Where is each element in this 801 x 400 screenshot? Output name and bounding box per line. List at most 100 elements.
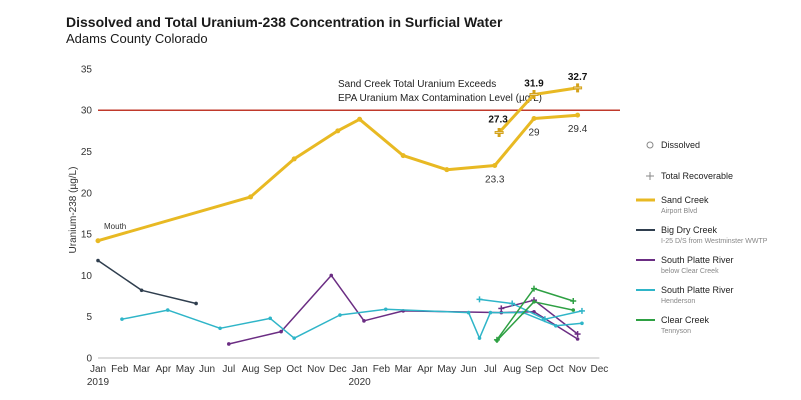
total-point xyxy=(541,316,548,323)
legend-sublabel: Tennyson xyxy=(661,328,691,335)
y-tick-label: 20 xyxy=(81,188,93,199)
annotation-line-1: Sand Creek Total Uranium Exceeds xyxy=(338,79,496,90)
dissolved-point xyxy=(248,194,254,200)
legend-label: Clear Creek xyxy=(661,315,710,325)
dissolved-point xyxy=(400,153,406,159)
dissolved-point xyxy=(571,308,576,312)
series-line xyxy=(97,259,197,305)
dissolved-point xyxy=(139,288,144,293)
x-tick-label: Mar xyxy=(395,364,413,375)
x-tick-label: Jul xyxy=(222,364,235,375)
dissolved-point xyxy=(466,310,471,315)
annotation-line-2: EPA Uranium Max Contamination Level (µg/… xyxy=(338,93,542,104)
dissolved-point xyxy=(268,316,273,321)
x-tick-label: Apr xyxy=(156,364,172,375)
x-tick-label: Mar xyxy=(133,364,151,375)
x-tick-label: Jun xyxy=(199,364,215,375)
x-tick-label: Dec xyxy=(591,364,609,375)
x-tick-label: Dec xyxy=(329,364,347,375)
legend: Dissolved Total Recoverable Sand Creek Airp… xyxy=(636,140,768,335)
dissolved-point xyxy=(292,336,297,340)
dissolved-point xyxy=(335,128,341,134)
x-tick-label: Jul xyxy=(484,364,497,375)
x-tick-label: Oct xyxy=(286,364,302,375)
x-tick-label: Oct xyxy=(548,364,564,375)
data-label: 29.4 xyxy=(568,124,588,135)
legend-item: Clear Creek Tennyson xyxy=(636,315,710,335)
y-tick-label: 15 xyxy=(81,230,93,241)
x-tick-label: Feb xyxy=(111,364,129,375)
legend-item: South Platte River below Clear Creek xyxy=(636,255,734,275)
legend-label: Big Dry Creek xyxy=(661,225,718,235)
chart-subtitle: Adams County Colorado xyxy=(66,31,208,46)
x-tick-label: Aug xyxy=(242,364,260,375)
y-tick-label: 30 xyxy=(81,106,93,117)
series-layer xyxy=(95,83,585,346)
legend-item: Sand Creek Airport Blvd xyxy=(636,195,709,215)
dissolved-point xyxy=(120,317,124,321)
x-tick-label: Apr xyxy=(417,364,433,375)
dissolved-point xyxy=(338,313,342,317)
legend-sublabel: Henderson xyxy=(661,298,695,305)
x-tick-label: Sep xyxy=(264,364,282,375)
data-label: 29 xyxy=(528,127,540,138)
legend-item: Big Dry Creek I-25 D/S from Westminster W… xyxy=(636,225,768,245)
dissolved-point xyxy=(575,337,580,341)
x-year-label: 2020 xyxy=(348,377,371,388)
dissolved-point xyxy=(357,116,363,122)
data-label: 31.9 xyxy=(524,79,544,90)
dissolved-point xyxy=(532,300,536,304)
dissolved-point xyxy=(444,167,450,173)
legend-label: Total Recoverable xyxy=(661,171,733,181)
axes: 0 5 10 15 20 25 30 35 Uranium-238 (µg/L) Jan Feb Ma… xyxy=(68,64,620,388)
total-point xyxy=(529,90,539,100)
data-labels: 23.3 29 29.4 27.3 31.9 32.7 xyxy=(485,72,588,186)
legend-sublabel: I-25 D/S from Westminster WWTP xyxy=(661,238,768,245)
y-tick-label: 5 xyxy=(86,312,92,323)
dissolved-point xyxy=(580,321,584,326)
x-tick-label: Aug xyxy=(503,364,521,375)
x-tick-label: Jun xyxy=(461,364,477,375)
data-label: 27.3 xyxy=(488,115,508,126)
dissolved-point xyxy=(227,342,231,346)
y-tick-label: 25 xyxy=(81,147,93,158)
dissolved-point xyxy=(362,319,366,323)
dissolved-point xyxy=(165,308,170,312)
legend-label: South Platte River xyxy=(661,285,734,295)
dissolved-point xyxy=(575,112,581,118)
legend-sublabel: Airport Blvd xyxy=(661,208,697,215)
x-tick-label: Feb xyxy=(373,364,391,375)
x-tick-label: Nov xyxy=(307,364,325,375)
dissolved-point xyxy=(492,163,498,169)
total-point xyxy=(476,296,483,303)
x-tick-label: May xyxy=(437,364,456,375)
total-point xyxy=(498,305,505,312)
mouth-label: Mouth xyxy=(104,222,126,231)
x-tick-label: Nov xyxy=(569,364,587,375)
total-point xyxy=(493,336,500,343)
dissolved-point xyxy=(329,273,334,278)
legend-label: Dissolved xyxy=(661,140,700,150)
x-tick-label: Sep xyxy=(525,364,543,375)
y-axis-label: Uranium-238 (µg/L) xyxy=(68,167,79,254)
chart-title: Dissolved and Total Uranium-238 Concentr… xyxy=(66,14,503,30)
dissolved-point xyxy=(531,115,537,121)
total-point xyxy=(509,300,516,307)
dissolved-point xyxy=(554,323,558,328)
data-label: 32.7 xyxy=(568,72,588,83)
legend-item: Dissolved xyxy=(646,140,700,150)
dissolved-point xyxy=(279,329,283,334)
dissolved-point xyxy=(383,307,388,312)
x-tick-label: Jan xyxy=(90,364,106,375)
y-tick-label: 10 xyxy=(81,271,93,282)
dissolved-point xyxy=(218,326,222,331)
legend-item: Total Recoverable xyxy=(646,171,733,181)
data-label: 23.3 xyxy=(485,175,505,186)
series-line xyxy=(96,113,580,243)
legend-item: South Platte River Henderson xyxy=(636,285,734,305)
dissolved-point xyxy=(291,156,297,162)
total-point xyxy=(494,128,504,138)
total-point xyxy=(573,83,583,93)
total-point xyxy=(574,331,581,338)
